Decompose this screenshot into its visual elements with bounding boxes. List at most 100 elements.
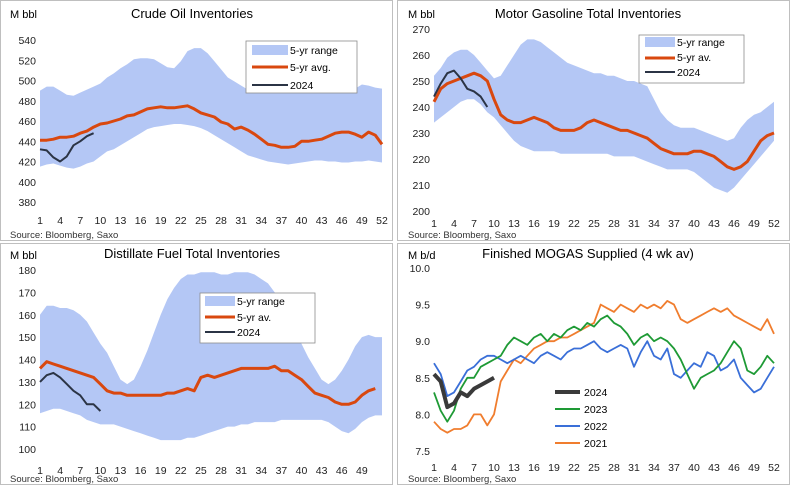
chart-title: Finished MOGAS Supplied (4 wk av)	[482, 246, 694, 261]
x-tick-label: 28	[215, 215, 227, 227]
legend: 2024 2023 2022 2021	[555, 387, 608, 450]
x-tick-label: 52	[768, 462, 780, 474]
x-tick-label: 40	[296, 215, 308, 227]
series-2024	[39, 371, 102, 412]
x-tick-label: 16	[528, 462, 540, 474]
legend-label-2024: 2024	[237, 327, 261, 339]
chart-title: Motor Gasoline Total Inventories	[495, 6, 682, 21]
x-tick-label: 31	[628, 462, 640, 474]
x-tick-label: 13	[508, 462, 520, 474]
series-2021	[433, 299, 775, 434]
x-tick-label: 43	[708, 218, 720, 230]
x-tick-label: 16	[135, 465, 147, 477]
y-tick-label: 420	[18, 157, 36, 169]
legend-label-2024: 2024	[584, 387, 608, 399]
legend: 5-yr range 5-yr av. 2024	[199, 292, 316, 344]
series-5yr-range	[40, 272, 382, 441]
chart-title: Crude Oil Inventories	[131, 6, 254, 21]
source-note: Source: Bloomberg, Saxo	[10, 230, 118, 241]
x-tick-label: 31	[628, 218, 640, 230]
x-tick-label: 16	[135, 215, 147, 227]
panel-distillate-fuel: Distillate Fuel Total Inventories M bbl …	[0, 243, 393, 485]
y-tick-label: 260	[412, 50, 430, 62]
x-tick-label: 25	[195, 465, 207, 477]
source-note: Source: Bloomberg, Saxo	[408, 474, 516, 485]
x-tick-label: 22	[568, 462, 580, 474]
x-tick-label: 37	[668, 462, 680, 474]
legend-label-range: 5-yr range	[677, 37, 725, 49]
x-tick-label: 13	[508, 218, 520, 230]
y-tick-label: 100	[18, 444, 36, 456]
y-tick-label: 180	[18, 265, 36, 277]
chart-title: Distillate Fuel Total Inventories	[104, 246, 281, 261]
x-tick-label: 37	[276, 465, 288, 477]
legend-label-2023: 2023	[584, 404, 608, 416]
series-2022	[433, 340, 775, 398]
x-tick-label: 16	[528, 218, 540, 230]
x-tick-label: 28	[608, 462, 620, 474]
x-tick-label: 28	[215, 465, 227, 477]
series-5yr-avg	[40, 104, 384, 149]
series-2024	[39, 132, 95, 163]
x-tick-label: 19	[155, 215, 167, 227]
y-tick-label: 140	[18, 355, 36, 367]
x-tick-label: 34	[255, 215, 267, 227]
y-tick-label: 7.5	[415, 446, 430, 458]
x-tick-label: 19	[155, 465, 167, 477]
legend-label-2021: 2021	[584, 438, 608, 450]
x-tick-label: 22	[568, 218, 580, 230]
x-tick-label: 4	[57, 215, 63, 227]
panel-crude-oil: Crude Oil Inventories M bbl Source: Bloo…	[0, 0, 393, 241]
source-note: Source: Bloomberg, Saxo	[10, 474, 118, 485]
x-tick-label: 13	[115, 465, 127, 477]
y-tick-label: 230	[412, 128, 430, 140]
x-tick-label: 19	[548, 218, 560, 230]
x-tick-label: 1	[37, 465, 43, 477]
panel-frame	[397, 243, 790, 485]
legend-swatch-range	[645, 37, 675, 47]
x-tick-label: 13	[115, 215, 127, 227]
y-tick-label: 10.0	[410, 263, 431, 275]
x-tick-label: 31	[235, 215, 247, 227]
x-tick-label: 7	[77, 215, 83, 227]
x-tick-label: 40	[688, 462, 700, 474]
x-tick-label: 4	[451, 462, 457, 474]
x-tick-label: 40	[688, 218, 700, 230]
series-5yr-avg	[38, 360, 376, 406]
y-tick-label: 160	[18, 310, 36, 322]
x-tick-label: 28	[608, 218, 620, 230]
x-tick-label: 4	[57, 465, 63, 477]
legend-label-2024: 2024	[290, 80, 314, 92]
source-note: Source: Bloomberg, Saxo	[408, 230, 516, 241]
x-tick-label: 22	[175, 465, 187, 477]
y-tick-label: 440	[18, 136, 36, 148]
y-tick-label: 8.0	[415, 409, 430, 421]
plot-area: 7.5 8.0 8.5 9.0 9.5 10.0 1 4 7 10 13 16 19 22 25 28 31 34…	[410, 263, 780, 474]
panel-motor-gasoline: Motor Gasoline Total Inventories M bbl S…	[397, 0, 790, 241]
x-tick-label: 43	[316, 465, 328, 477]
x-tick-label: 22	[175, 215, 187, 227]
legend: 5-yr range 5-yr av. 2024	[638, 34, 745, 84]
x-tick-label: 34	[255, 465, 267, 477]
series-5yr-range	[40, 48, 382, 169]
plot-area: 380 400 420 440 460 480 500 520 540 1 4 7 10 13 16 19 22…	[18, 35, 388, 227]
panel-mogas-supplied: Finished MOGAS Supplied (4 wk av) M b/d …	[397, 243, 790, 485]
y-tick-label: 150	[18, 332, 36, 344]
x-tick-label: 25	[588, 462, 600, 474]
x-tick-label: 43	[316, 215, 328, 227]
x-tick-label: 34	[648, 218, 660, 230]
x-tick-label: 52	[768, 218, 780, 230]
x-tick-label: 37	[668, 218, 680, 230]
y-tick-label: 9.0	[415, 336, 430, 348]
y-tick-label: 240	[412, 102, 430, 114]
y-tick-label: 110	[19, 422, 36, 434]
x-tick-label: 37	[276, 215, 288, 227]
y-tick-label: 520	[18, 55, 36, 67]
x-tick-label: 46	[336, 465, 348, 477]
x-tick-label: 49	[748, 462, 760, 474]
x-tick-label: 46	[336, 215, 348, 227]
y-tick-label: 120	[18, 399, 36, 411]
y-tick-label: 400	[18, 177, 36, 189]
x-tick-label: 52	[376, 215, 388, 227]
